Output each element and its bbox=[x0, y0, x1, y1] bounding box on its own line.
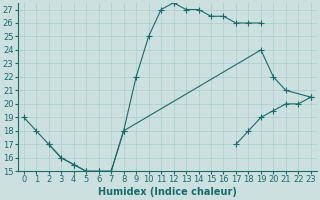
X-axis label: Humidex (Indice chaleur): Humidex (Indice chaleur) bbox=[98, 187, 237, 197]
